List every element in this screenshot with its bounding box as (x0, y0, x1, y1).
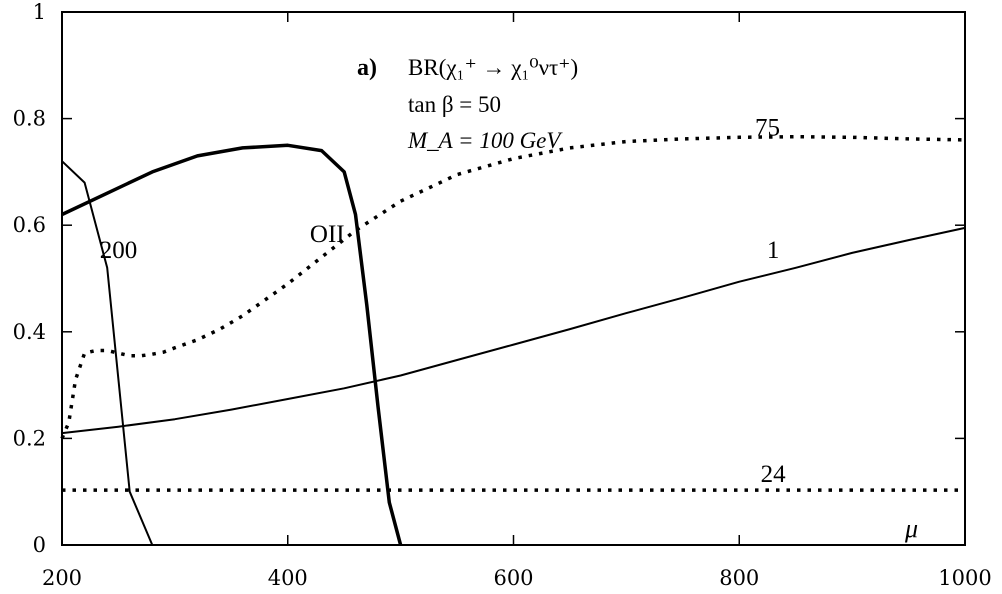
series-layer (60, 134, 966, 546)
x-tick-label: 800 (719, 566, 759, 590)
series-line-1 (61, 226, 966, 435)
labels-layer: 75 1 24 200 OII (100, 115, 786, 488)
x-tick-label: 400 (268, 566, 308, 590)
curve-label-1: 1 (767, 237, 780, 264)
chart-annotation: a) BR(χ₁⁺ → χ₁⁰ντ⁺) tan β = 50 M_A = 100… (357, 55, 578, 153)
annotation-line-1: BR(χ₁⁺ → χ₁⁰ντ⁺) (408, 55, 578, 80)
panel-label: a) (357, 55, 377, 81)
curve-label-24: 24 (761, 461, 787, 488)
curve-label-75: 75 (755, 115, 780, 142)
curve-label-oii: OII (310, 221, 345, 248)
x-tick-label: 600 (493, 566, 533, 590)
annotation-line-3: M_A = 100 GeV (407, 128, 563, 153)
series-line-75 (60, 134, 966, 440)
x-tick-label: 1000 (938, 566, 991, 590)
y-tick-label: 1 (33, 0, 46, 24)
annotation-line-2: tan β = 50 (408, 92, 501, 117)
series-line-oii (61, 143, 403, 546)
y-tick-label: 0.2 (13, 426, 46, 450)
x-axis-label: μ (904, 514, 918, 543)
series-line-200 (61, 160, 154, 546)
plot-frame (61, 11, 966, 546)
y-tick-label: 0 (33, 533, 46, 557)
y-tick-label: 0.4 (13, 320, 46, 344)
ticks-layer: 200 400 600 800 1000 0 0.2 0.4 0.6 0.8 1 (13, 0, 992, 590)
x-tick-label: 200 (42, 566, 82, 590)
y-tick-label: 0.6 (13, 213, 46, 237)
y-tick-label: 0.8 (13, 107, 46, 131)
curve-label-200: 200 (100, 237, 138, 264)
